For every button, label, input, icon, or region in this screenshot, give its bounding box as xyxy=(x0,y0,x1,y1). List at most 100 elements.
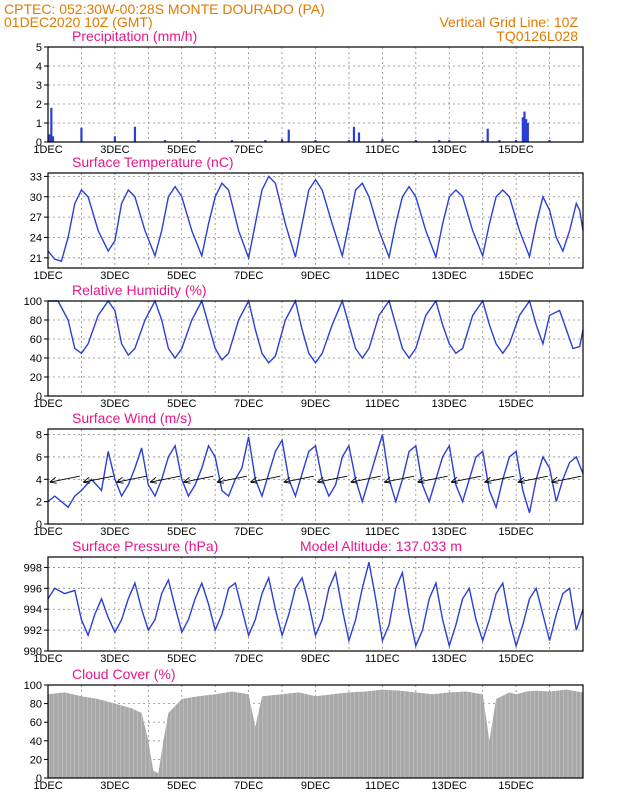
y-tick-label: 27 xyxy=(30,212,42,224)
grid-note: Vertical Grid Line: 10Z xyxy=(439,14,578,30)
precip-bar xyxy=(526,123,529,142)
x-tick-label: 15DEC xyxy=(498,780,534,792)
x-tick-label: 3DEC xyxy=(100,780,129,792)
wind-arrow xyxy=(517,475,548,484)
wind-arrow xyxy=(116,475,147,484)
wind-arrow xyxy=(316,475,348,484)
precip-bar xyxy=(523,111,526,142)
precipitation-panel: Precipitation (mm/h) 0 1 2 3 4 5 1DEC 3DEC 5DEC 7D… xyxy=(33,28,584,156)
precip-bar xyxy=(438,140,441,142)
x-tick-label: 11DEC xyxy=(365,144,400,156)
wind-arrow xyxy=(417,475,448,484)
precip-bar xyxy=(352,126,356,142)
y-tick-label: 30 xyxy=(30,192,42,204)
x-tick-label: 9DEC xyxy=(301,144,330,156)
y-tick-label: 3 xyxy=(36,80,42,92)
x-tick-label: 11DEC xyxy=(365,526,400,538)
y-tick-label: 0 xyxy=(36,519,42,531)
precip-bar xyxy=(280,139,284,142)
y-tick-label: 40 xyxy=(30,736,42,748)
y-tick-label: 5 xyxy=(36,42,42,54)
y-tick-label: 60 xyxy=(30,717,42,729)
x-tick-label: 11DEC xyxy=(365,270,400,282)
station-header: CPTEC: 052:30W-00:28S MONTE DOURADO (PA) xyxy=(4,1,325,17)
x-tick-label: 1DEC xyxy=(33,144,62,156)
y-tick-label: 8 xyxy=(36,430,42,442)
x-tick-label: 9DEC xyxy=(301,780,330,792)
wind-arrow xyxy=(550,475,582,484)
x-tick-label: 13DEC xyxy=(432,780,468,792)
y-tick-label: 0 xyxy=(36,137,42,149)
temperature-series-line xyxy=(47,175,584,263)
x-tick-label: 13DEC xyxy=(432,653,468,665)
x-tick-label: 9DEC xyxy=(301,398,330,410)
x-tick-label: 1DEC xyxy=(33,653,62,665)
precip-bar xyxy=(80,127,83,142)
pressure-frame xyxy=(47,556,584,652)
x-tick-label: 9DEC xyxy=(301,526,330,538)
precip-bar xyxy=(414,140,417,142)
y-tick-label: 40 xyxy=(30,353,42,365)
precip-bar xyxy=(381,139,384,142)
wind-series-line xyxy=(47,434,584,514)
precip-bar xyxy=(197,140,200,142)
precip-bar xyxy=(525,119,528,142)
x-tick-label: 5DEC xyxy=(167,653,196,665)
y-tick-label: 21 xyxy=(30,253,42,265)
x-tick-label: 5DEC xyxy=(167,780,196,792)
y-tick-label: 1 xyxy=(36,118,42,130)
x-tick-label: 3DEC xyxy=(100,398,129,410)
wind-panel: Surface Wind (m/s) 0 2 4 6 8 1DEC 3DEC 5DEC 7DEC 9… xyxy=(33,410,584,538)
x-tick-label: 15DEC xyxy=(498,144,534,156)
x-tick-label: 3DEC xyxy=(100,526,129,538)
x-tick-label: 15DEC xyxy=(498,270,534,282)
x-tick-label: 15DEC xyxy=(498,398,534,410)
wind-arrow xyxy=(450,475,482,484)
temperature-panel: Surface Temperature (nC) 21 24 27 30 33 1DEC 3D… xyxy=(30,154,584,282)
y-tick-label: 998 xyxy=(24,562,42,574)
wind-arrow xyxy=(283,475,314,484)
y-tick-label: 100 xyxy=(24,680,42,692)
x-tick-label: 7DEC xyxy=(234,398,263,410)
precipitation-frame xyxy=(47,46,584,143)
precip-bar xyxy=(48,134,51,142)
cloud-cover-frame xyxy=(47,684,584,779)
y-tick-label: 80 xyxy=(30,699,42,711)
wind-arrow xyxy=(49,475,80,484)
x-tick-label: 7DEC xyxy=(234,144,263,156)
precip-bar xyxy=(481,140,484,142)
pressure-panel: Surface Pressure (hPa) Model Altitude: 13… xyxy=(24,538,584,665)
x-tick-label: 15DEC xyxy=(498,526,534,538)
x-tick-label: 7DEC xyxy=(234,526,263,538)
humidity-panel: Relative Humidity (%) 0 20 40 60 80 100 1DEC 3DE… xyxy=(24,282,584,410)
wind-arrow xyxy=(350,475,381,484)
wind-arrow xyxy=(82,475,114,484)
x-tick-label: 11DEC xyxy=(365,398,400,410)
x-tick-label: 11DEC xyxy=(365,653,400,665)
y-tick-label: 2 xyxy=(36,497,42,509)
wind-arrow xyxy=(383,475,415,484)
x-tick-label: 15DEC xyxy=(498,653,534,665)
x-tick-label: 9DEC xyxy=(301,270,330,282)
precip-bar xyxy=(448,140,451,142)
y-tick-label: 100 xyxy=(24,296,42,308)
precip-bar xyxy=(50,107,53,142)
precip-bar xyxy=(287,129,290,142)
precip-bar xyxy=(51,136,55,142)
wind-arrow xyxy=(250,475,281,484)
precip-bar xyxy=(347,140,351,142)
y-tick-label: 994 xyxy=(24,604,42,616)
precip-bar xyxy=(314,140,317,142)
x-tick-label: 1DEC xyxy=(33,526,62,538)
run-time: 01DEC2020 10Z (GMT) xyxy=(4,14,153,30)
y-tick-label: 0 xyxy=(36,773,42,785)
y-tick-label: 20 xyxy=(30,754,42,766)
wind-arrow xyxy=(216,475,247,484)
x-tick-label: 7DEC xyxy=(234,270,263,282)
x-tick-label: 9DEC xyxy=(301,653,330,665)
x-tick-label: 5DEC xyxy=(167,526,196,538)
wind-frame xyxy=(47,428,584,525)
y-tick-label: 60 xyxy=(30,334,42,346)
y-tick-label: 990 xyxy=(24,646,42,658)
precip-bar xyxy=(163,140,167,142)
